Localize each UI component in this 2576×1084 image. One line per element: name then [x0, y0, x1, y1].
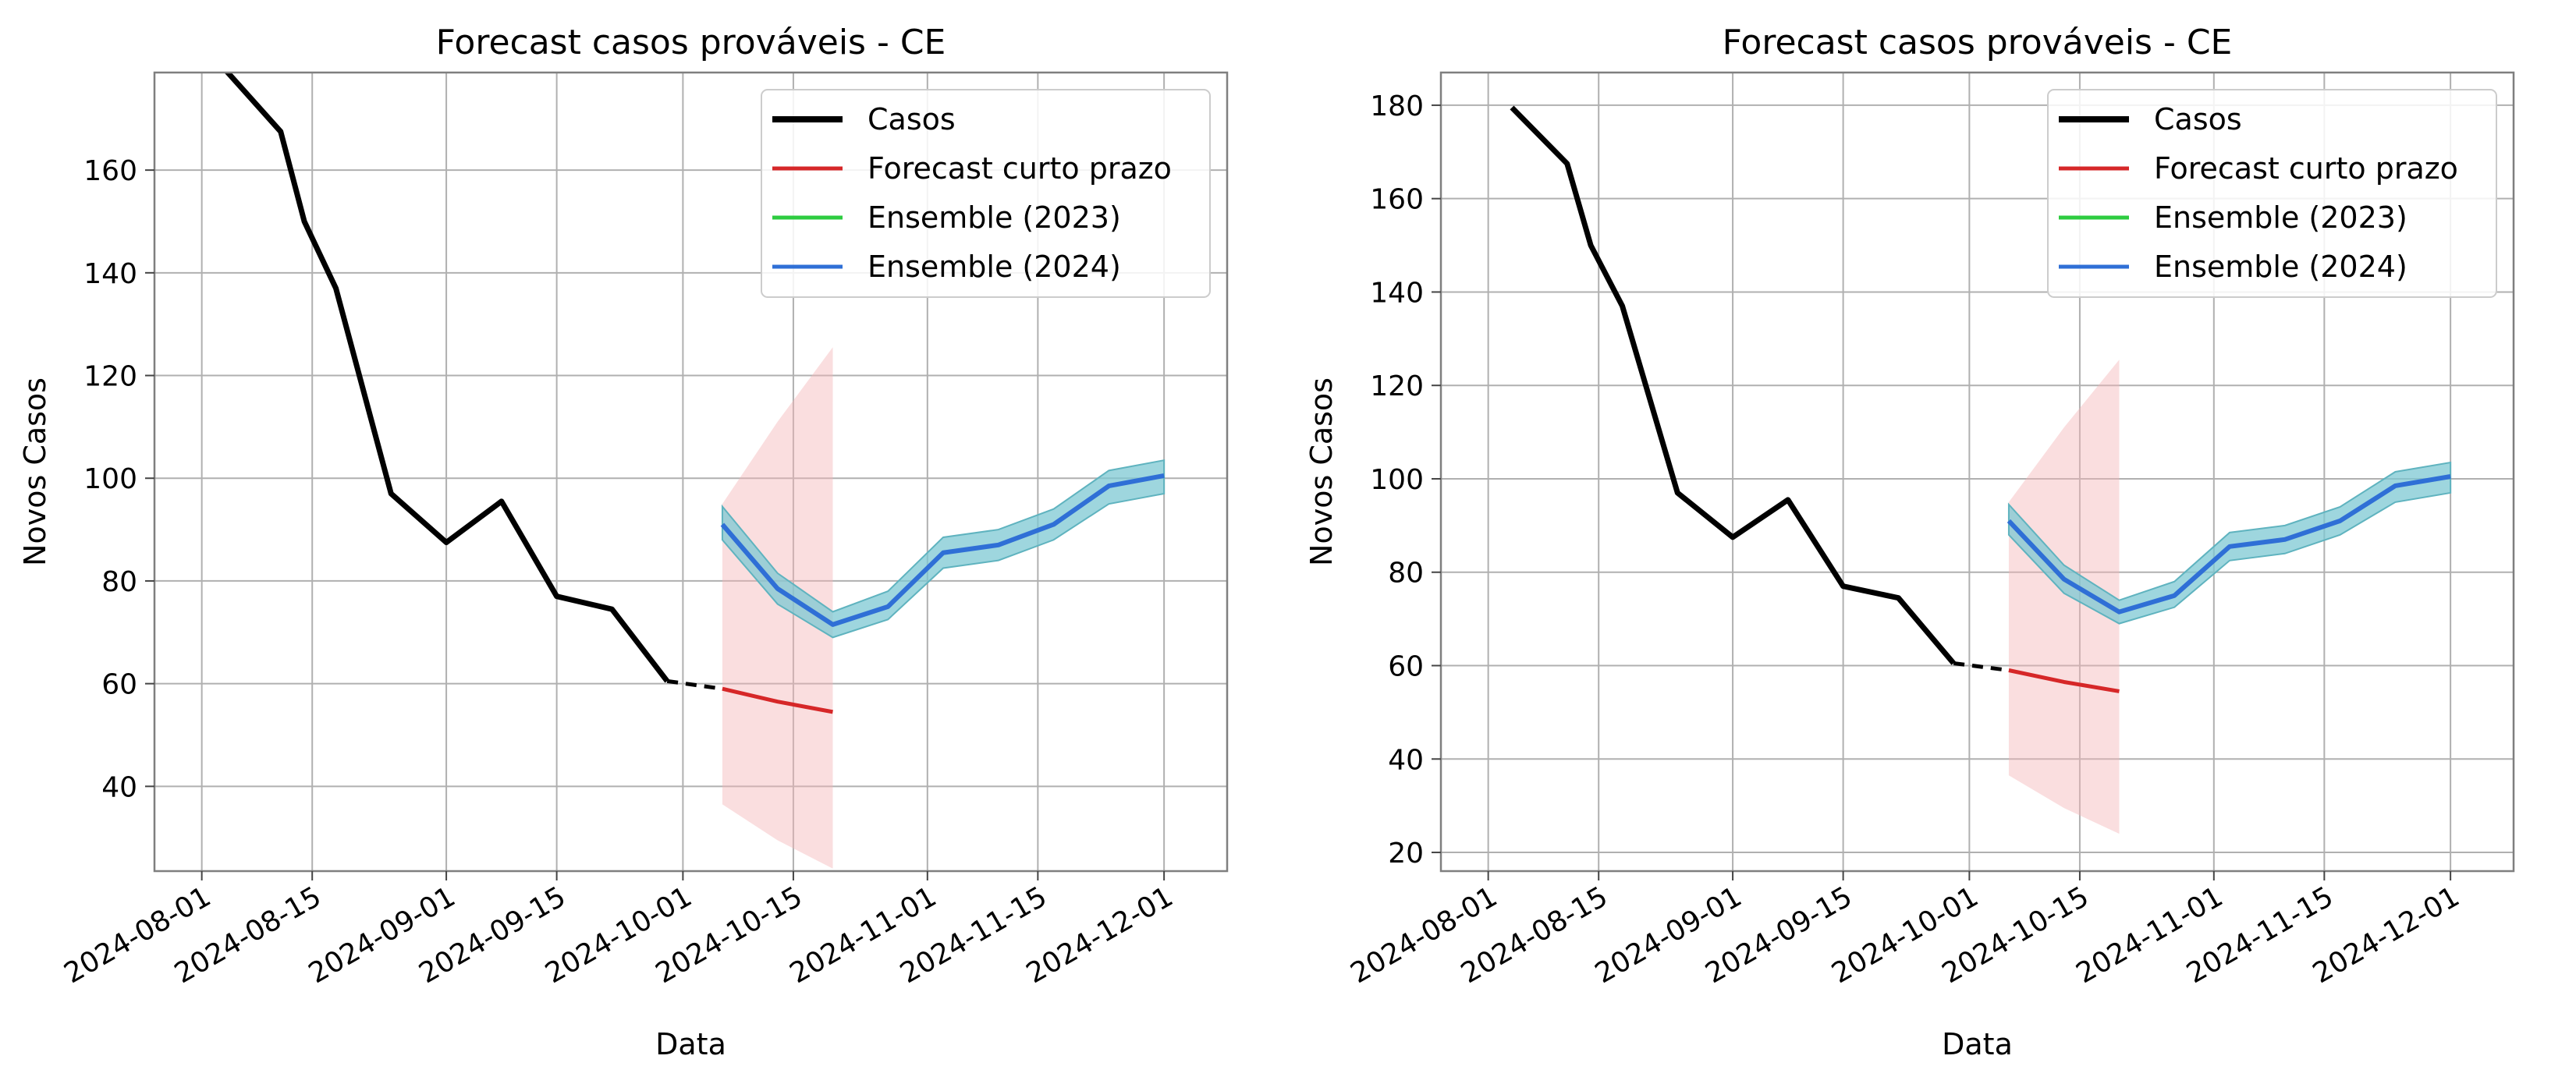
legend: Casos Forecast curto prazo Ensemble (2023)… — [2047, 89, 2497, 298]
legend-label: Ensemble (2024) — [868, 250, 1121, 284]
y-tick-label: 80 — [101, 566, 137, 598]
casos-line — [224, 73, 669, 683]
y-tick-label: 40 — [101, 771, 137, 803]
ensemble-2024-band — [2007, 461, 2452, 625]
ensemble-2024-line — [2007, 474, 2451, 615]
casos-line — [1510, 105, 1956, 665]
forecast-line — [722, 686, 833, 714]
legend-label: Ensemble (2023) — [868, 200, 1121, 235]
axes-frame — [153, 71, 1229, 873]
forecast-band — [722, 347, 833, 869]
chart-panel-2: 2024-08-012024-08-152024-09-012024-09-15… — [1304, 23, 2515, 1061]
axes-frame — [1439, 71, 2515, 873]
ensemble-2024-line — [720, 473, 1165, 627]
y-tick-label: 180 — [1370, 90, 1424, 122]
chart-panel-1: 2024-08-012024-08-152024-09-012024-09-15… — [18, 23, 1229, 1061]
chart-title: Forecast casos prováveis - CE — [436, 23, 946, 62]
plot-area — [1510, 105, 2452, 834]
x-axis-label: Data — [1942, 1027, 2013, 1061]
y-tick-label: 40 — [1388, 744, 1424, 776]
casos-link-line — [1953, 661, 2010, 672]
plot-area — [224, 73, 1166, 869]
legend-label: Forecast curto prazo — [2154, 151, 2458, 186]
forecast-line — [2008, 668, 2120, 693]
y-tick-label: 100 — [83, 463, 137, 495]
y-axis-label: Novos Casos — [18, 377, 52, 566]
y-tick-label: 80 — [1388, 558, 1424, 590]
chart-title: Forecast casos prováveis - CE — [1723, 23, 2233, 62]
y-tick-label: 60 — [101, 669, 137, 701]
y-tick-label: 140 — [83, 258, 137, 290]
y-tick-label: 20 — [1388, 838, 1424, 870]
legend-box — [2047, 89, 2497, 298]
legend-label: Forecast curto prazo — [868, 151, 1172, 186]
legend-label: Casos — [868, 102, 956, 136]
legend-box — [761, 89, 1211, 298]
legend-label: Ensemble (2023) — [2154, 200, 2407, 235]
legend-label: Ensemble (2024) — [2154, 250, 2407, 284]
casos-link-line — [666, 678, 723, 691]
y-tick-label: 100 — [1370, 464, 1424, 496]
y-tick-label: 160 — [83, 155, 137, 187]
legend: Casos Forecast curto prazo Ensemble (2023)… — [761, 89, 1211, 298]
y-tick-label: 60 — [1388, 651, 1424, 683]
legend-label: Casos — [2154, 102, 2242, 136]
y-tick-label: 120 — [1370, 370, 1424, 402]
y-axis-label: Novos Casos — [1304, 377, 1339, 566]
forecast-band — [2008, 360, 2120, 834]
x-axis-label: Data — [655, 1027, 726, 1061]
y-tick-label: 120 — [83, 361, 137, 393]
ensemble-2024-band — [721, 459, 1166, 639]
y-tick-label: 140 — [1370, 277, 1424, 309]
y-tick-label: 160 — [1370, 184, 1424, 216]
